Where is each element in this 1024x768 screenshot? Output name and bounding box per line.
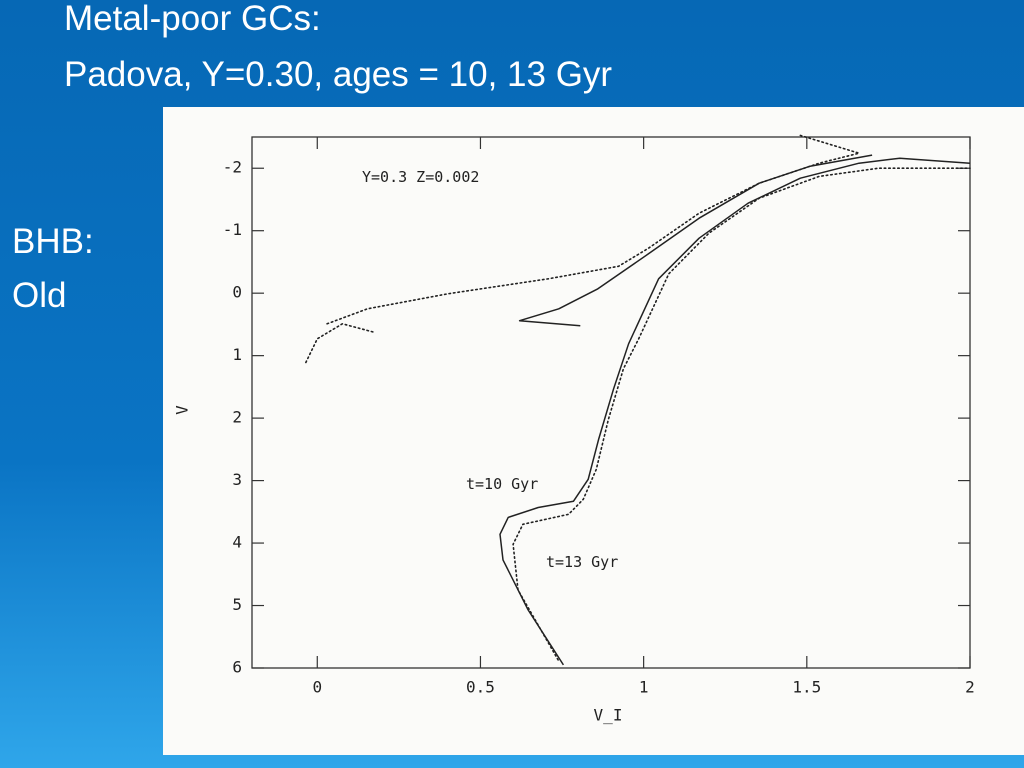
y-tick-label: 0 (232, 283, 242, 302)
x-tick-label: 0 (312, 678, 322, 697)
chart: Y=0.3 Z=0.002 t=10 Gyr t=13 Gyr V_I V 0 0… (173, 134, 975, 725)
y-tick-label: 4 (232, 533, 242, 552)
annotation: t=10 Gyr (466, 475, 538, 493)
y-tick-label: -2 (223, 158, 242, 177)
title-line: Padova, Y=0.30, ages = 10, 13 Gyr (64, 55, 612, 94)
x-axis-label: V_I (594, 706, 623, 725)
chart-image (163, 107, 1024, 755)
y-axis-label: V (173, 405, 192, 415)
y-tick-label: -1 (223, 220, 242, 239)
title-line: Metal-poor GCs: (64, 0, 321, 38)
y-tick-label: 5 (232, 595, 242, 614)
y-tick-label: 3 (232, 470, 242, 489)
y-tick-label: 1 (232, 345, 242, 364)
side-text: BHB: (12, 222, 94, 261)
y-tick-label: 6 (232, 658, 242, 677)
x-tick-label: 1 (639, 678, 649, 697)
annotation: t=13 Gyr (546, 553, 618, 571)
x-tick-label: 0.5 (466, 678, 495, 697)
annotation: Y=0.3 Z=0.002 (362, 168, 479, 186)
x-tick-label: 1.5 (792, 678, 821, 697)
side-text: Old (12, 276, 66, 315)
y-tick-label: 2 (232, 408, 242, 427)
plot-frame (251, 136, 971, 669)
x-tick-label: 2 (965, 678, 975, 697)
isochrone-line (304, 134, 971, 661)
